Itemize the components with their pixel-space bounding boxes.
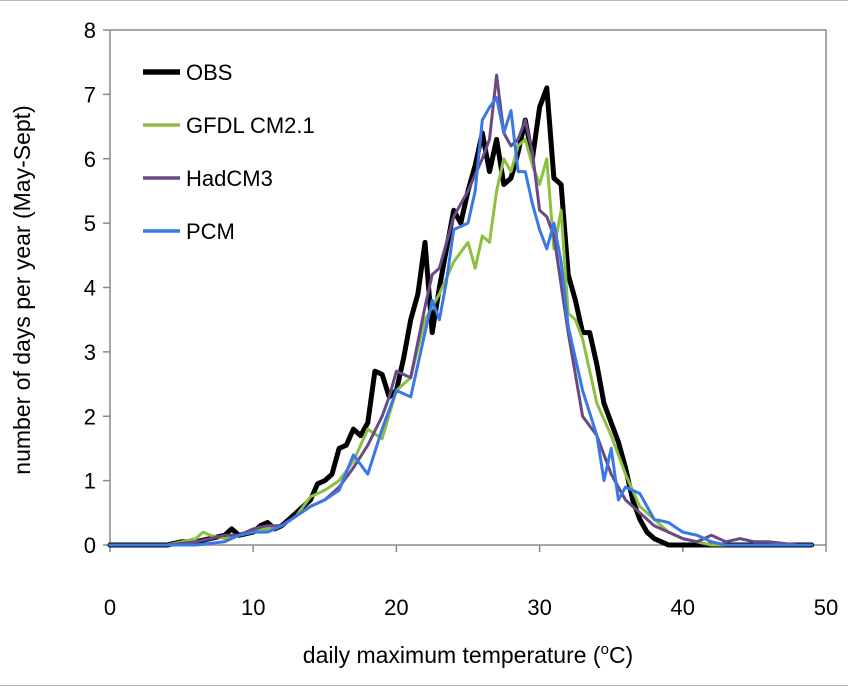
x-tick-label: 40 [671,595,695,620]
x-tick-label: 20 [384,595,408,620]
y-tick-label: 1 [84,469,96,494]
legend-label-pcm: PCM [186,219,235,244]
plot-area [109,29,827,546]
y-tick-label: 4 [84,276,96,301]
legend-label-obs: OBS [186,60,232,85]
y-axis-label: number of days per year (May-Sept) [9,105,35,474]
y-tick-label: 0 [84,533,96,558]
y-tick-label: 2 [84,404,96,429]
x-axis-ticks: 0 10 20 30 40 50 [104,545,838,620]
plot-border [109,29,827,546]
series-lines [107,73,815,548]
series-line-obs [107,85,815,548]
y-tick-label: 6 [84,147,96,172]
x-tick-label: 0 [104,595,116,620]
x-axis-label: daily maximum temperature (oC) [303,641,633,668]
x-tick-label: 10 [241,595,265,620]
y-tick-label: 5 [84,211,96,236]
series-line-pcm [108,96,814,547]
y-tick-label: 7 [84,82,96,107]
series-line-hadcm3 [108,73,814,547]
legend: OBS GFDL CM2.1 HadCM3 PCM [143,60,315,244]
legend-label-hadcm3: HadCM3 [186,166,273,191]
legend-label-gfdl-cm2-1: GFDL CM2.1 [186,113,315,138]
y-axis-ticks: 0 1 2 3 4 5 6 7 8 [84,18,110,558]
y-tick-label: 8 [84,18,96,43]
y-tick-label: 3 [84,340,96,365]
x-tick-label: 50 [814,595,838,620]
x-tick-label: 30 [527,595,551,620]
series-line-gfdl-cm2-1 [108,137,814,547]
